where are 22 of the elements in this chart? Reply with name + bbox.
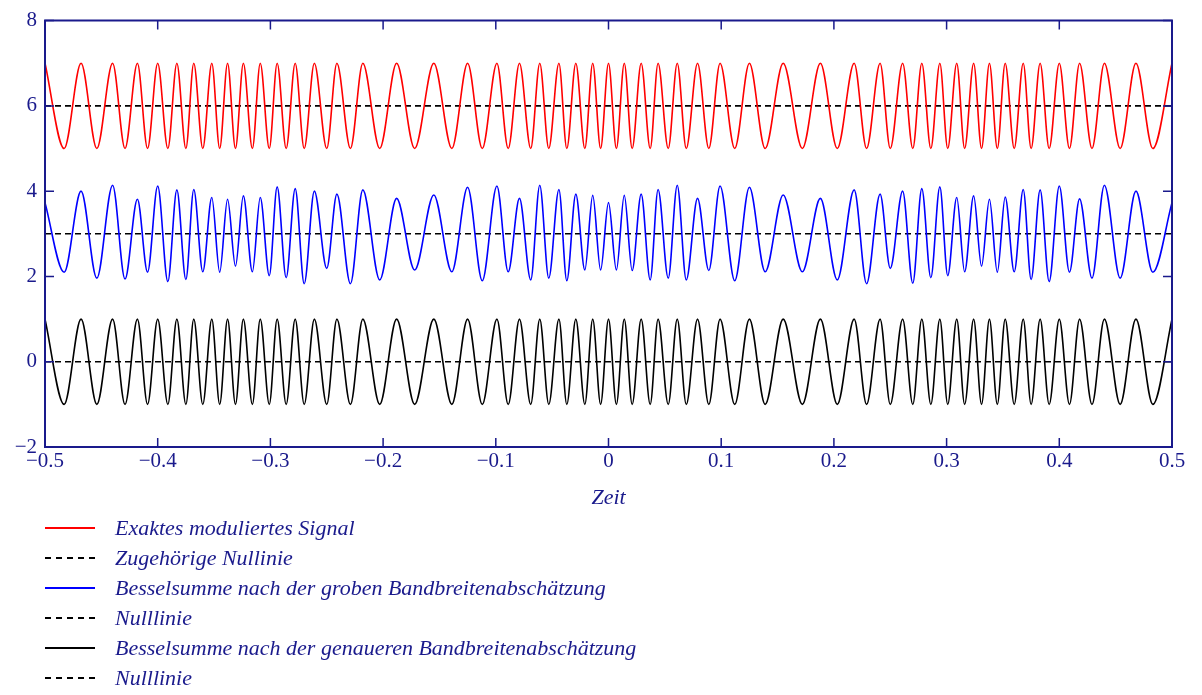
y-tick-label: 2 xyxy=(26,262,37,287)
x-tick-label: 0.2 xyxy=(820,448,848,473)
legend-label: Nulllinie xyxy=(115,665,192,691)
x-tick-label: 0 xyxy=(603,448,614,473)
legend-label: Zugehörige Nullinie xyxy=(115,545,293,571)
y-tick-label: 4 xyxy=(26,177,38,202)
x-tick-label: −0.2 xyxy=(364,448,403,473)
x-tick-label: 0.1 xyxy=(708,448,735,473)
y-tick-label: 6 xyxy=(26,92,37,117)
legend-label: Nulllinie xyxy=(115,605,192,631)
legend-label: Exaktes moduliertes Signal xyxy=(115,515,355,541)
legend-label: Besselsumme nach der groben Bandbreitenabschätzung xyxy=(115,575,606,601)
x-tick-label: 0.4 xyxy=(1046,448,1073,473)
y-tick-label: 0 xyxy=(26,348,37,373)
legend-label: Besselsumme nach der genaueren Bandbreitenabschätzung xyxy=(115,635,637,661)
x-axis-title: Zeit xyxy=(591,483,627,509)
x-tick-label: −0.1 xyxy=(476,448,515,473)
x-tick-label: 0.5 xyxy=(1158,448,1186,473)
x-tick-label: 0.3 xyxy=(933,448,960,473)
x-tick-label: −0.3 xyxy=(251,448,290,473)
y-tick-label: 8 xyxy=(26,7,37,32)
x-tick-label: −0.4 xyxy=(138,448,178,473)
